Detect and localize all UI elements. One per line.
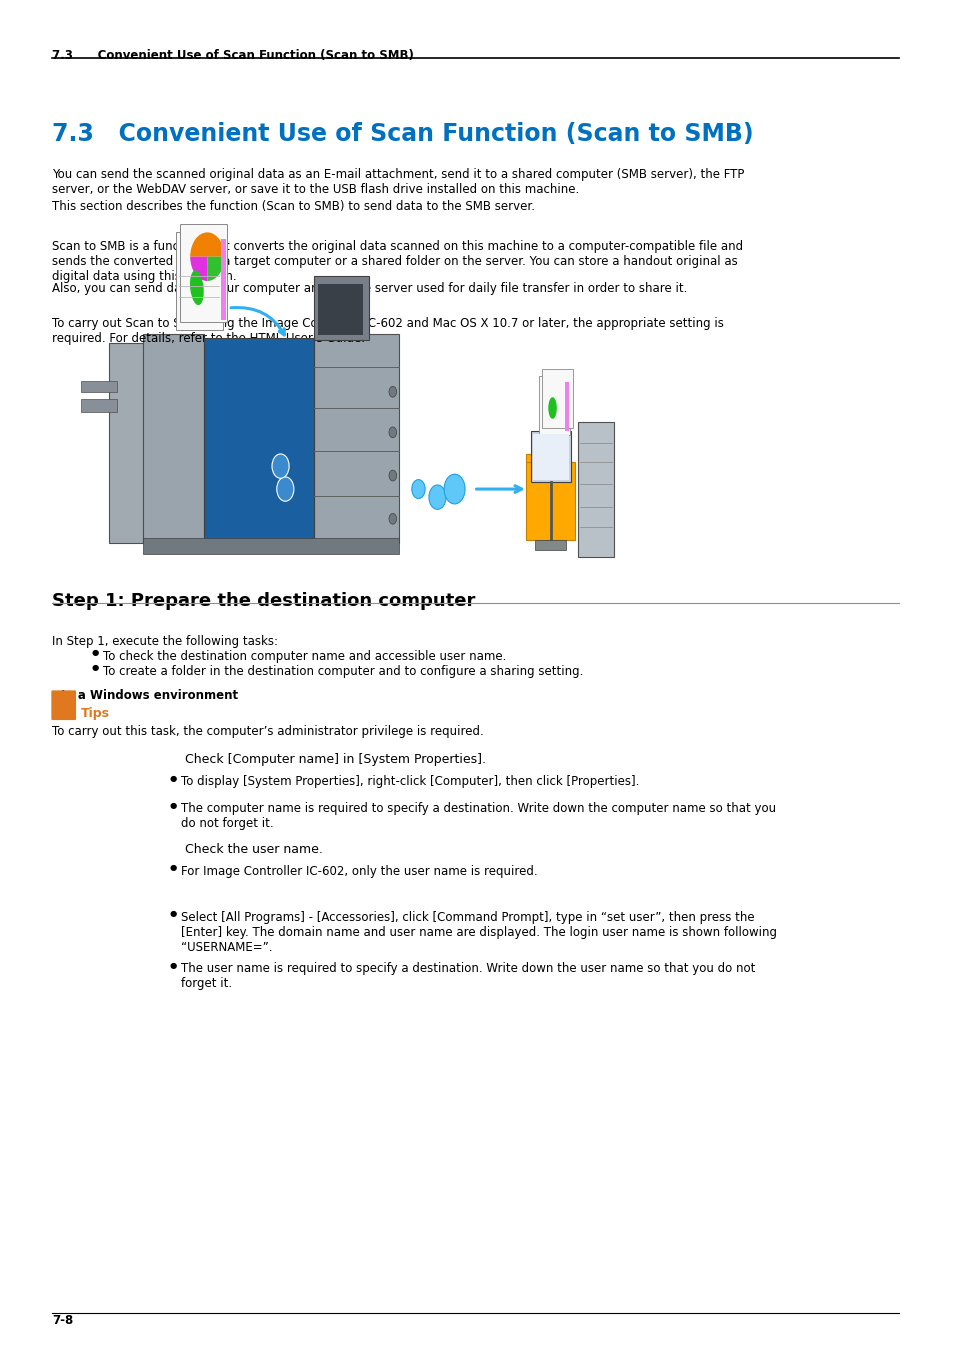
Text: ●: ●: [169, 774, 176, 784]
Text: To display [System Properties], right-click [Computer], then click [Properties].: To display [System Properties], right-cl…: [180, 775, 639, 789]
FancyBboxPatch shape: [317, 284, 363, 335]
Text: 7-8: 7-8: [52, 1313, 73, 1327]
FancyBboxPatch shape: [538, 376, 569, 435]
Text: Check the user name.: Check the user name.: [185, 843, 323, 857]
FancyBboxPatch shape: [143, 538, 399, 554]
Circle shape: [389, 513, 396, 524]
FancyBboxPatch shape: [204, 338, 314, 540]
Text: Select [All Programs] - [Accessories], click [Command Prompt], type in “set user: Select [All Programs] - [Accessories], c…: [180, 911, 776, 954]
FancyBboxPatch shape: [175, 232, 223, 330]
FancyBboxPatch shape: [179, 224, 227, 322]
Ellipse shape: [548, 397, 557, 419]
Text: You can send the scanned original data as an E-mail attachment, send it to a sha: You can send the scanned original data a…: [52, 168, 744, 196]
FancyBboxPatch shape: [535, 540, 565, 550]
FancyBboxPatch shape: [314, 334, 399, 543]
FancyBboxPatch shape: [532, 434, 568, 480]
Text: ●: ●: [169, 961, 176, 970]
Wedge shape: [207, 257, 224, 281]
FancyBboxPatch shape: [51, 690, 76, 720]
FancyBboxPatch shape: [143, 334, 204, 543]
Text: ●: ●: [91, 648, 98, 658]
Circle shape: [389, 470, 396, 481]
FancyBboxPatch shape: [578, 422, 614, 557]
Text: Check [Computer name] in [System Properties].: Check [Computer name] in [System Propert…: [185, 753, 486, 766]
Text: This section describes the function (Scan to SMB) to send data to the SMB server: This section describes the function (Sca…: [52, 200, 535, 213]
Wedge shape: [190, 257, 207, 281]
Text: ●: ●: [169, 909, 176, 919]
Text: Also, you can send data to your computer and the file server used for daily file: Also, you can send data to your computer…: [52, 282, 687, 296]
FancyBboxPatch shape: [564, 382, 568, 431]
Circle shape: [429, 485, 446, 509]
Text: In Step 1, execute the following tasks:: In Step 1, execute the following tasks:: [52, 635, 278, 648]
Circle shape: [276, 477, 294, 501]
FancyBboxPatch shape: [530, 431, 570, 482]
Text: ●: ●: [169, 863, 176, 873]
Circle shape: [389, 427, 396, 438]
Text: To carry out this task, the computer’s administrator privilege is required.: To carry out this task, the computer’s a…: [52, 725, 483, 739]
Text: Scan to SMB is a function that converts the original data scanned on this machin: Scan to SMB is a function that converts …: [52, 240, 742, 284]
Text: 7.3   Convenient Use of Scan Function (Scan to SMB): 7.3 Convenient Use of Scan Function (Sca…: [52, 122, 753, 146]
Text: To check the destination computer name and accessible user name.: To check the destination computer name a…: [103, 650, 505, 663]
FancyBboxPatch shape: [220, 239, 226, 320]
Text: To carry out Scan to SMB using the Image Controller IC-602 and Mac OS X 10.7 or : To carry out Scan to SMB using the Image…: [52, 317, 723, 346]
Circle shape: [389, 386, 396, 397]
FancyBboxPatch shape: [110, 343, 143, 543]
Text: To create a folder in the destination computer and to configure a sharing settin: To create a folder in the destination co…: [103, 665, 582, 678]
Text: The user name is required to specify a destination. Write down the user name so : The user name is required to specify a d…: [180, 962, 754, 990]
Text: ►In a Windows environment: ►In a Windows environment: [52, 689, 238, 703]
FancyBboxPatch shape: [541, 369, 572, 428]
Text: ●: ●: [169, 801, 176, 811]
Text: ●: ●: [91, 663, 98, 673]
Circle shape: [444, 474, 464, 504]
FancyBboxPatch shape: [314, 276, 369, 340]
Circle shape: [272, 454, 289, 478]
Polygon shape: [525, 454, 544, 462]
Text: Tips: Tips: [81, 707, 110, 720]
Circle shape: [412, 480, 425, 499]
Text: ⚒: ⚒: [54, 707, 64, 716]
Wedge shape: [190, 232, 224, 257]
FancyBboxPatch shape: [81, 399, 117, 412]
Ellipse shape: [190, 270, 204, 305]
Text: Step 1: Prepare the destination computer: Step 1: Prepare the destination computer: [52, 592, 476, 609]
FancyBboxPatch shape: [525, 462, 575, 540]
Text: For Image Controller IC-602, only the user name is required.: For Image Controller IC-602, only the us…: [180, 865, 537, 878]
FancyBboxPatch shape: [81, 381, 117, 392]
Text: 7.3      Convenient Use of Scan Function (Scan to SMB): 7.3 Convenient Use of Scan Function (Sca…: [52, 49, 414, 62]
Text: The computer name is required to specify a destination. Write down the computer : The computer name is required to specify…: [180, 802, 775, 831]
